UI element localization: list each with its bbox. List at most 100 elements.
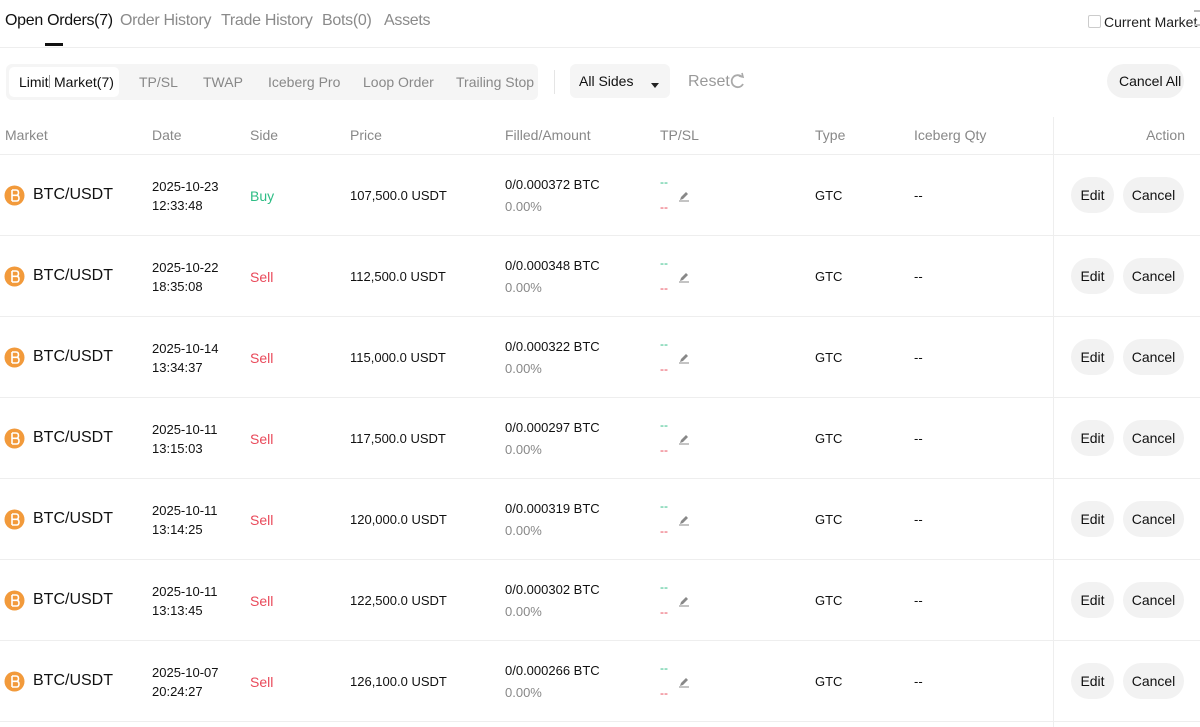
edit-tpsl-icon [678,675,690,688]
order-type[interactable]: Loop Order [363,74,434,90]
percent: 0.00% [505,361,542,376]
order-type[interactable]: Trailing Stop [456,74,535,90]
order-type: GTC [815,431,843,446]
take-profit: -- [660,337,668,351]
order-type: GTC [815,512,843,527]
edit-button[interactable]: Edit [1071,420,1114,456]
price: 126,100.0 USDT [350,674,447,689]
edit-tpsl-icon [678,594,690,607]
order-type: GTC [815,269,843,284]
coin-icon [4,185,25,206]
filled: 0/0.000266 BTC [505,663,600,678]
order-type-active [9,67,119,97]
side: Sell [250,350,274,366]
take-profit: -- [660,418,668,432]
row-border [0,478,1200,479]
row-border [0,397,1200,398]
iceberg-qty: -- [914,269,923,284]
percent: 0.00% [505,199,542,214]
order-type: GTC [815,674,843,689]
iceberg-qty: -- [914,674,923,689]
time: 20:24:27 [152,684,203,699]
current-market-label[interactable]: Current Market [1104,14,1198,30]
tab[interactable]: Assets [384,12,431,29]
coin-icon [4,509,25,530]
tab[interactable]: Trade History [221,12,313,29]
price: 112,500.0 USDT [350,269,446,284]
column-header: Price [350,127,382,143]
market: BTC/USDT [33,510,113,527]
coin-icon [4,428,25,449]
side: Sell [250,431,274,447]
edit-tpsl-icon [678,432,690,445]
take-profit: -- [660,175,668,189]
cancel-button[interactable]: Cancel [1123,258,1184,294]
order-type[interactable]: Iceberg Pro [268,74,341,90]
side: Buy [250,188,275,204]
column-header: Side [250,127,279,143]
reset-button[interactable]: Reset [688,73,730,90]
checkbox[interactable] [1088,15,1101,28]
coin-icon [4,590,25,611]
row-border [0,640,1200,641]
cancel-button[interactable]: Cancel [1123,501,1184,537]
time: 13:13:45 [152,603,203,618]
take-profit: -- [660,256,668,270]
iceberg-qty: -- [914,512,923,527]
side: Sell [250,512,274,528]
order-type[interactable]: Limit [19,74,49,90]
percent: 0.00% [505,280,542,295]
iceberg-qty: -- [914,188,923,203]
order-type[interactable]: TWAP [203,74,243,90]
edit-button[interactable]: Edit [1071,258,1114,294]
side-filter[interactable] [570,64,670,98]
cancel-button[interactable]: Cancel [1123,663,1184,699]
cancel-button[interactable]: Cancel [1123,420,1184,456]
time: 12:33:48 [152,198,203,213]
order-type[interactable]: TP/SL [139,74,178,90]
dropdown-arrow [650,77,660,88]
market: BTC/USDT [33,186,113,203]
stop-loss: -- [660,686,668,700]
row-border [0,559,1200,560]
tab[interactable]: Order History [120,12,212,29]
column-header: Iceberg Qty [914,127,987,143]
edit-tpsl-icon [678,513,690,526]
filled: 0/0.000372 BTC [505,177,600,192]
edit-button[interactable]: Edit [1071,339,1114,375]
cancel-button[interactable]: Cancel [1123,582,1184,618]
coin-icon [4,347,25,368]
date: 2025-10-23 [152,179,219,194]
column-header: Market [5,127,48,143]
coin-icon [4,266,25,287]
order-type: GTC [815,593,843,608]
market: BTC/USDT [33,348,113,365]
date: 2025-10-14 [152,341,219,356]
edit-button[interactable]: Edit [1071,177,1114,213]
column-header: TP/SL [660,127,699,143]
side: Sell [250,593,274,609]
cancel-button[interactable]: Cancel [1123,177,1184,213]
edit-tpsl-icon [678,189,690,202]
tab-underline [45,43,63,46]
time: 18:35:08 [152,279,203,294]
edit-button[interactable]: Edit [1071,663,1114,699]
date: 2025-10-07 [152,665,219,680]
side-filter-label[interactable]: All Sides [579,73,634,89]
price: 115,000.0 USDT [350,350,446,365]
price: 117,500.0 USDT [350,431,446,446]
cancel-all-button[interactable] [1107,64,1184,98]
cancel-button[interactable]: Cancel [1123,339,1184,375]
separator [49,75,50,88]
order-type: GTC [815,350,843,365]
tab[interactable]: Open Orders(7) [5,12,113,29]
order-type[interactable]: Market(7) [54,74,114,90]
cancel-all-label[interactable]: Cancel All [1119,73,1182,89]
edit-button[interactable]: Edit [1071,582,1114,618]
action-divider [1053,117,1054,727]
coin-icon [4,671,25,692]
vertical-divider [554,70,555,94]
edit-button[interactable]: Edit [1071,501,1114,537]
tab[interactable]: Bots(0) [322,12,372,29]
filled: 0/0.000302 BTC [505,582,600,597]
